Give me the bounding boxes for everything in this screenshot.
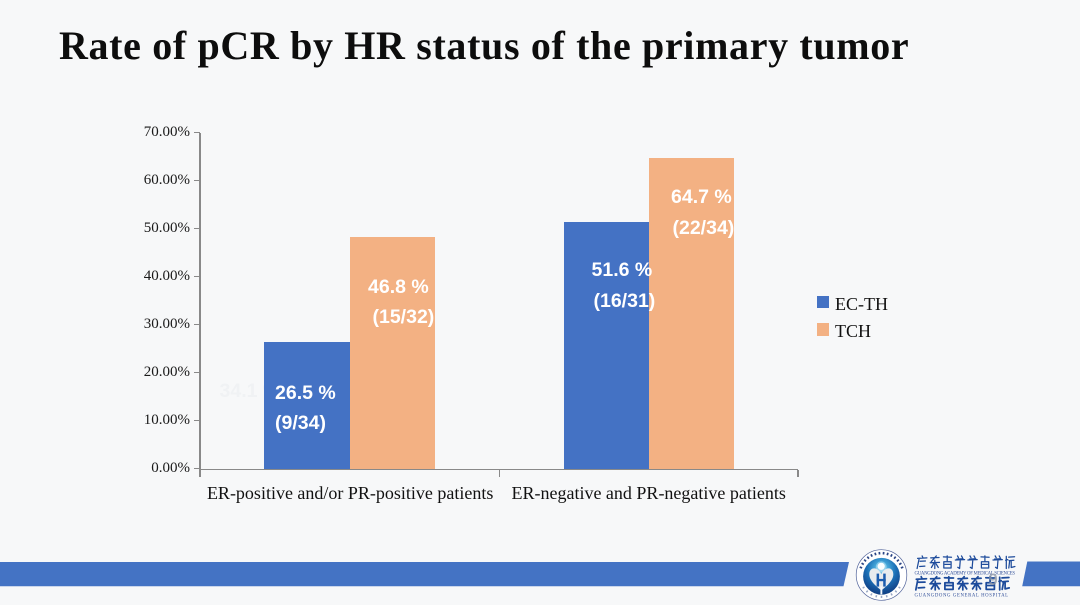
svg-text:9: 9 — [989, 571, 998, 589]
svg-text:GUANGDONG GENERAL HOSPITAL: GUANGDONG GENERAL HOSPITAL — [915, 594, 1009, 599]
svg-text:GUANGDONG ACADEMY OF MEDICAL S: GUANGDONG ACADEMY OF MEDICAL SCIENCES — [915, 572, 1016, 577]
